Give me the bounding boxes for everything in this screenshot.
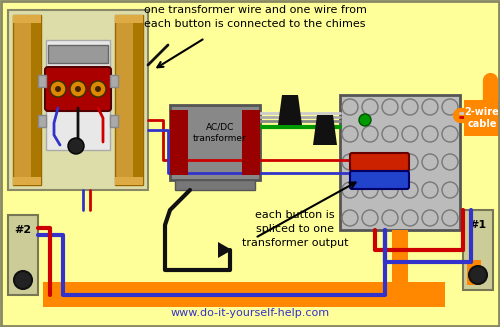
FancyBboxPatch shape (115, 177, 143, 185)
FancyBboxPatch shape (170, 105, 260, 180)
FancyBboxPatch shape (43, 282, 445, 307)
FancyBboxPatch shape (175, 180, 255, 190)
Text: each button is
spliced to one
transformer output: each button is spliced to one transforme… (242, 210, 348, 248)
Circle shape (75, 86, 81, 92)
FancyBboxPatch shape (115, 15, 143, 185)
FancyBboxPatch shape (392, 230, 408, 285)
Text: #2: #2 (14, 225, 32, 235)
Circle shape (55, 86, 61, 92)
Text: one transformer wire and one wire from
each button is connected to the chimes: one transformer wire and one wire from e… (144, 5, 366, 29)
FancyBboxPatch shape (13, 15, 41, 23)
FancyBboxPatch shape (13, 177, 41, 185)
Text: www.do-it-yourself-help.com: www.do-it-yourself-help.com (170, 308, 330, 318)
FancyBboxPatch shape (350, 171, 409, 189)
Circle shape (469, 266, 487, 284)
FancyBboxPatch shape (8, 10, 148, 190)
FancyBboxPatch shape (48, 45, 108, 63)
Text: #1: #1 (470, 220, 486, 230)
Polygon shape (218, 242, 232, 258)
FancyBboxPatch shape (340, 95, 460, 230)
Circle shape (14, 271, 32, 289)
FancyBboxPatch shape (467, 260, 481, 285)
FancyBboxPatch shape (464, 100, 500, 136)
Text: AC/DC
transformer: AC/DC transformer (193, 123, 247, 143)
Circle shape (70, 81, 86, 97)
FancyBboxPatch shape (170, 110, 188, 175)
Text: 2-wire
cable: 2-wire cable (464, 107, 500, 129)
FancyBboxPatch shape (242, 110, 260, 175)
Polygon shape (313, 115, 337, 145)
FancyBboxPatch shape (115, 15, 143, 23)
FancyBboxPatch shape (45, 67, 111, 111)
FancyBboxPatch shape (13, 15, 41, 185)
Circle shape (68, 138, 84, 154)
Circle shape (90, 81, 106, 97)
FancyBboxPatch shape (110, 115, 118, 127)
FancyBboxPatch shape (8, 215, 38, 295)
FancyBboxPatch shape (133, 15, 143, 185)
FancyBboxPatch shape (38, 115, 46, 127)
FancyBboxPatch shape (110, 75, 118, 87)
FancyBboxPatch shape (38, 75, 46, 87)
FancyBboxPatch shape (31, 15, 41, 185)
Polygon shape (278, 95, 302, 125)
Circle shape (95, 86, 101, 92)
Circle shape (359, 114, 371, 126)
FancyBboxPatch shape (463, 210, 493, 290)
FancyBboxPatch shape (350, 153, 409, 171)
FancyBboxPatch shape (46, 40, 110, 150)
Circle shape (50, 81, 66, 97)
